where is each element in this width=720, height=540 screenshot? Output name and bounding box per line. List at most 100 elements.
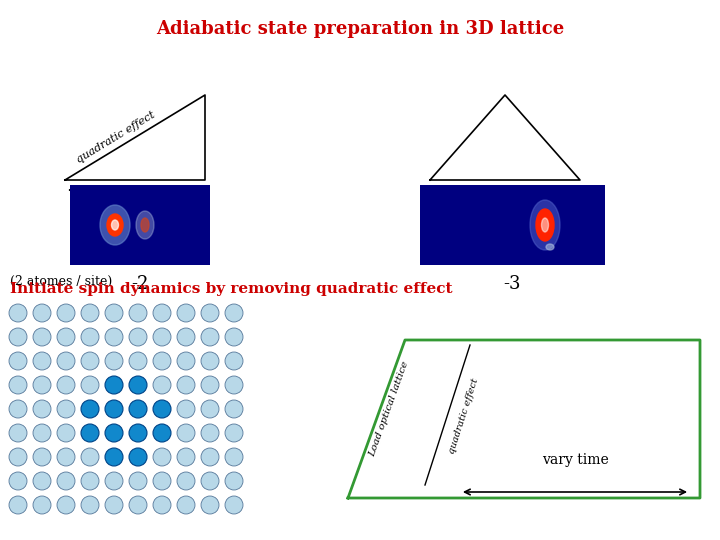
Ellipse shape — [105, 424, 123, 442]
Ellipse shape — [105, 496, 123, 514]
Ellipse shape — [225, 496, 243, 514]
Ellipse shape — [105, 328, 123, 346]
Ellipse shape — [100, 205, 130, 245]
Ellipse shape — [225, 424, 243, 442]
Ellipse shape — [201, 400, 219, 418]
Ellipse shape — [57, 328, 75, 346]
Ellipse shape — [225, 400, 243, 418]
Ellipse shape — [225, 448, 243, 466]
Ellipse shape — [81, 352, 99, 370]
Ellipse shape — [57, 472, 75, 490]
Ellipse shape — [33, 496, 51, 514]
Ellipse shape — [177, 424, 195, 442]
Ellipse shape — [201, 496, 219, 514]
Ellipse shape — [153, 424, 171, 442]
Ellipse shape — [9, 328, 27, 346]
Ellipse shape — [201, 472, 219, 490]
Ellipse shape — [225, 472, 243, 490]
Ellipse shape — [57, 352, 75, 370]
Ellipse shape — [33, 328, 51, 346]
Ellipse shape — [81, 400, 99, 418]
Ellipse shape — [153, 496, 171, 514]
Ellipse shape — [225, 304, 243, 322]
Ellipse shape — [177, 400, 195, 418]
Ellipse shape — [33, 472, 51, 490]
Ellipse shape — [153, 448, 171, 466]
Ellipse shape — [57, 496, 75, 514]
Ellipse shape — [129, 304, 147, 322]
Ellipse shape — [536, 209, 554, 241]
Ellipse shape — [105, 304, 123, 322]
Ellipse shape — [33, 400, 51, 418]
Ellipse shape — [201, 376, 219, 394]
Ellipse shape — [153, 472, 171, 490]
Text: quadratic effect: quadratic effect — [75, 110, 157, 165]
Ellipse shape — [225, 376, 243, 394]
Ellipse shape — [177, 496, 195, 514]
Ellipse shape — [9, 496, 27, 514]
Bar — [70, 185, 210, 265]
Ellipse shape — [129, 424, 147, 442]
Ellipse shape — [107, 214, 123, 236]
Text: (2 atomes / site): (2 atomes / site) — [10, 275, 112, 288]
Ellipse shape — [153, 400, 171, 418]
Ellipse shape — [530, 200, 560, 250]
Ellipse shape — [81, 304, 99, 322]
Ellipse shape — [57, 376, 75, 394]
Ellipse shape — [129, 448, 147, 466]
Text: Adiabatic state preparation in 3D lattice: Adiabatic state preparation in 3D lattic… — [156, 20, 564, 38]
Ellipse shape — [81, 376, 99, 394]
Ellipse shape — [81, 496, 99, 514]
Ellipse shape — [201, 304, 219, 322]
Ellipse shape — [57, 424, 75, 442]
Ellipse shape — [177, 472, 195, 490]
Ellipse shape — [81, 448, 99, 466]
Ellipse shape — [177, 448, 195, 466]
Ellipse shape — [9, 304, 27, 322]
Ellipse shape — [129, 496, 147, 514]
Ellipse shape — [225, 352, 243, 370]
Ellipse shape — [177, 304, 195, 322]
Text: Initiate spin dynamics by removing quadratic effect: Initiate spin dynamics by removing quadr… — [10, 282, 452, 296]
Ellipse shape — [129, 328, 147, 346]
Ellipse shape — [9, 400, 27, 418]
Ellipse shape — [546, 244, 554, 250]
Ellipse shape — [105, 352, 123, 370]
Ellipse shape — [201, 352, 219, 370]
Ellipse shape — [129, 400, 147, 418]
Ellipse shape — [112, 220, 119, 230]
Ellipse shape — [81, 472, 99, 490]
Ellipse shape — [541, 218, 549, 232]
Ellipse shape — [105, 400, 123, 418]
Ellipse shape — [225, 328, 243, 346]
Ellipse shape — [9, 424, 27, 442]
Ellipse shape — [201, 424, 219, 442]
Ellipse shape — [81, 424, 99, 442]
Ellipse shape — [177, 376, 195, 394]
Ellipse shape — [177, 328, 195, 346]
Ellipse shape — [33, 376, 51, 394]
Text: -3: -3 — [504, 275, 521, 293]
Text: vary time: vary time — [541, 453, 608, 467]
Ellipse shape — [9, 448, 27, 466]
Ellipse shape — [129, 376, 147, 394]
Ellipse shape — [105, 448, 123, 466]
Ellipse shape — [81, 328, 99, 346]
Ellipse shape — [153, 304, 171, 322]
Ellipse shape — [33, 352, 51, 370]
Ellipse shape — [177, 352, 195, 370]
Ellipse shape — [57, 400, 75, 418]
Text: -2: -2 — [131, 275, 149, 293]
Ellipse shape — [136, 211, 154, 239]
Ellipse shape — [201, 328, 219, 346]
Ellipse shape — [9, 352, 27, 370]
Ellipse shape — [33, 448, 51, 466]
Ellipse shape — [201, 448, 219, 466]
Text: quadratic effect: quadratic effect — [447, 377, 480, 455]
Ellipse shape — [105, 472, 123, 490]
Ellipse shape — [9, 376, 27, 394]
Ellipse shape — [9, 472, 27, 490]
Ellipse shape — [57, 448, 75, 466]
Ellipse shape — [33, 424, 51, 442]
Ellipse shape — [153, 376, 171, 394]
